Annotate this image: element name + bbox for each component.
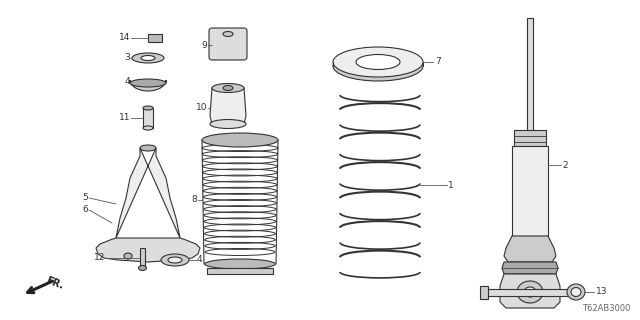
Ellipse shape — [168, 257, 182, 263]
Text: 5: 5 — [83, 194, 88, 203]
Text: 13: 13 — [596, 287, 607, 297]
Ellipse shape — [202, 133, 278, 147]
Bar — [207, 268, 273, 274]
Bar — [148, 34, 162, 42]
Ellipse shape — [524, 287, 536, 297]
Text: 4: 4 — [124, 77, 130, 86]
Ellipse shape — [132, 53, 164, 63]
Polygon shape — [210, 88, 246, 124]
Ellipse shape — [143, 126, 153, 130]
Bar — [527, 18, 533, 133]
Ellipse shape — [140, 145, 156, 151]
Text: 11: 11 — [118, 114, 130, 123]
Text: 3: 3 — [124, 53, 130, 62]
Ellipse shape — [141, 55, 155, 60]
Bar — [143, 108, 153, 128]
Polygon shape — [130, 80, 166, 91]
Polygon shape — [502, 262, 558, 274]
Text: 10: 10 — [195, 103, 207, 113]
Text: 2: 2 — [562, 161, 568, 170]
Ellipse shape — [517, 281, 543, 303]
Ellipse shape — [124, 253, 132, 259]
Bar — [512, 146, 548, 236]
Ellipse shape — [130, 79, 166, 87]
Polygon shape — [116, 148, 180, 238]
Polygon shape — [500, 274, 560, 308]
Text: 9: 9 — [201, 41, 207, 50]
Polygon shape — [504, 236, 556, 262]
Ellipse shape — [333, 51, 423, 81]
Ellipse shape — [571, 287, 581, 297]
Ellipse shape — [223, 31, 233, 36]
Ellipse shape — [567, 284, 585, 300]
Bar — [484, 289, 574, 296]
Ellipse shape — [161, 254, 189, 266]
Text: 6: 6 — [83, 205, 88, 214]
Ellipse shape — [223, 85, 233, 91]
Text: 12: 12 — [93, 253, 105, 262]
Ellipse shape — [356, 54, 400, 69]
FancyBboxPatch shape — [209, 28, 247, 60]
Text: T62AB3000: T62AB3000 — [582, 304, 630, 313]
Bar — [514, 130, 546, 146]
Text: 7: 7 — [435, 58, 441, 67]
Ellipse shape — [210, 119, 246, 129]
Text: 4: 4 — [197, 255, 203, 265]
Ellipse shape — [138, 266, 147, 270]
Bar — [480, 286, 488, 299]
Bar — [140, 248, 145, 268]
Ellipse shape — [212, 84, 244, 92]
Polygon shape — [96, 238, 200, 262]
Ellipse shape — [205, 259, 275, 269]
Text: 14: 14 — [118, 34, 130, 43]
Ellipse shape — [333, 47, 423, 77]
Text: 1: 1 — [448, 180, 454, 189]
Ellipse shape — [143, 106, 153, 110]
Text: 8: 8 — [191, 196, 197, 204]
Text: FR.: FR. — [44, 275, 65, 291]
